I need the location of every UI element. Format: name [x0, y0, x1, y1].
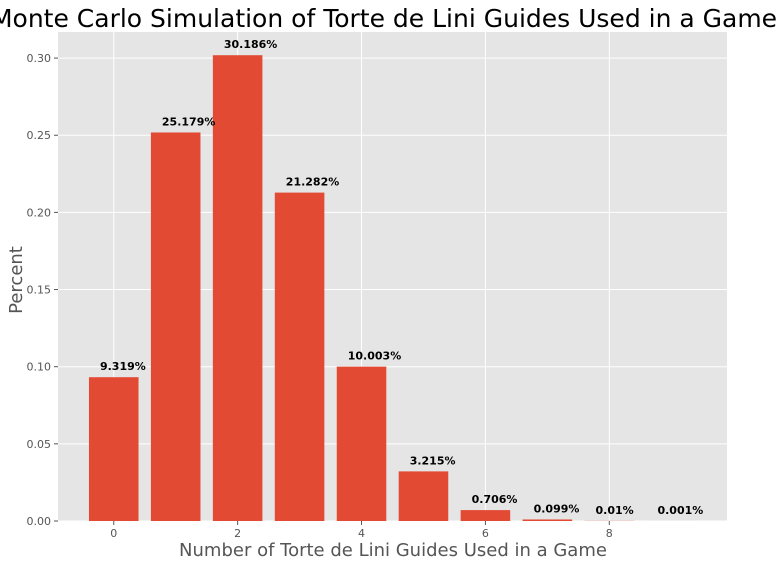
x-tick-label: 0	[110, 527, 117, 540]
bar-data-label: 0.001%	[657, 504, 703, 517]
bar-data-label: 25.179%	[162, 115, 215, 128]
chart-title: Monte Carlo Simulation of Torte de Lini …	[0, 4, 777, 33]
bar	[88, 377, 139, 521]
bar-data-label: 0.01%	[596, 504, 634, 517]
bar-data-label: 10.003%	[348, 350, 401, 363]
bar-data-label: 9.319%	[100, 360, 146, 373]
bars	[88, 55, 697, 521]
bar	[150, 132, 201, 521]
bar	[398, 471, 449, 521]
bar	[460, 510, 511, 521]
bar	[522, 519, 573, 521]
y-tick-label: 0.00	[27, 515, 52, 528]
y-tick-label: 0.20	[27, 206, 52, 219]
y-axis-label: Percent	[6, 246, 27, 314]
bar	[336, 366, 387, 521]
x-tick-label: 4	[358, 527, 365, 540]
x-tick-label: 6	[482, 527, 489, 540]
bar-data-label: 0.099%	[534, 502, 580, 515]
bar	[212, 55, 263, 521]
y-tick-label: 0.30	[27, 52, 52, 65]
x-tick-label: 2	[234, 527, 241, 540]
y-tick-label: 0.15	[27, 284, 52, 297]
bar	[274, 192, 325, 521]
y-axis-ticks: 0.00 0.05 0.10 0.15 0.20 0.25 0.30	[27, 52, 58, 528]
x-axis-ticks: 0 2 4 6 8	[110, 521, 613, 540]
x-tick-label: 8	[606, 527, 613, 540]
y-tick-label: 0.05	[27, 438, 52, 451]
x-axis-label: Number of Torte de Lini Guides Used in a…	[179, 540, 607, 561]
bar-data-label: 30.186%	[224, 38, 277, 51]
bar-data-label: 0.706%	[472, 493, 518, 506]
bar-data-label: 21.282%	[286, 176, 339, 189]
bar-data-labels: 9.319% 25.179% 30.186% 21.282% 10.003% 3.215%…	[100, 38, 703, 517]
bar-data-label: 3.215%	[410, 454, 456, 467]
y-tick-label: 0.25	[27, 129, 52, 142]
y-tick-label: 0.10	[27, 361, 52, 374]
